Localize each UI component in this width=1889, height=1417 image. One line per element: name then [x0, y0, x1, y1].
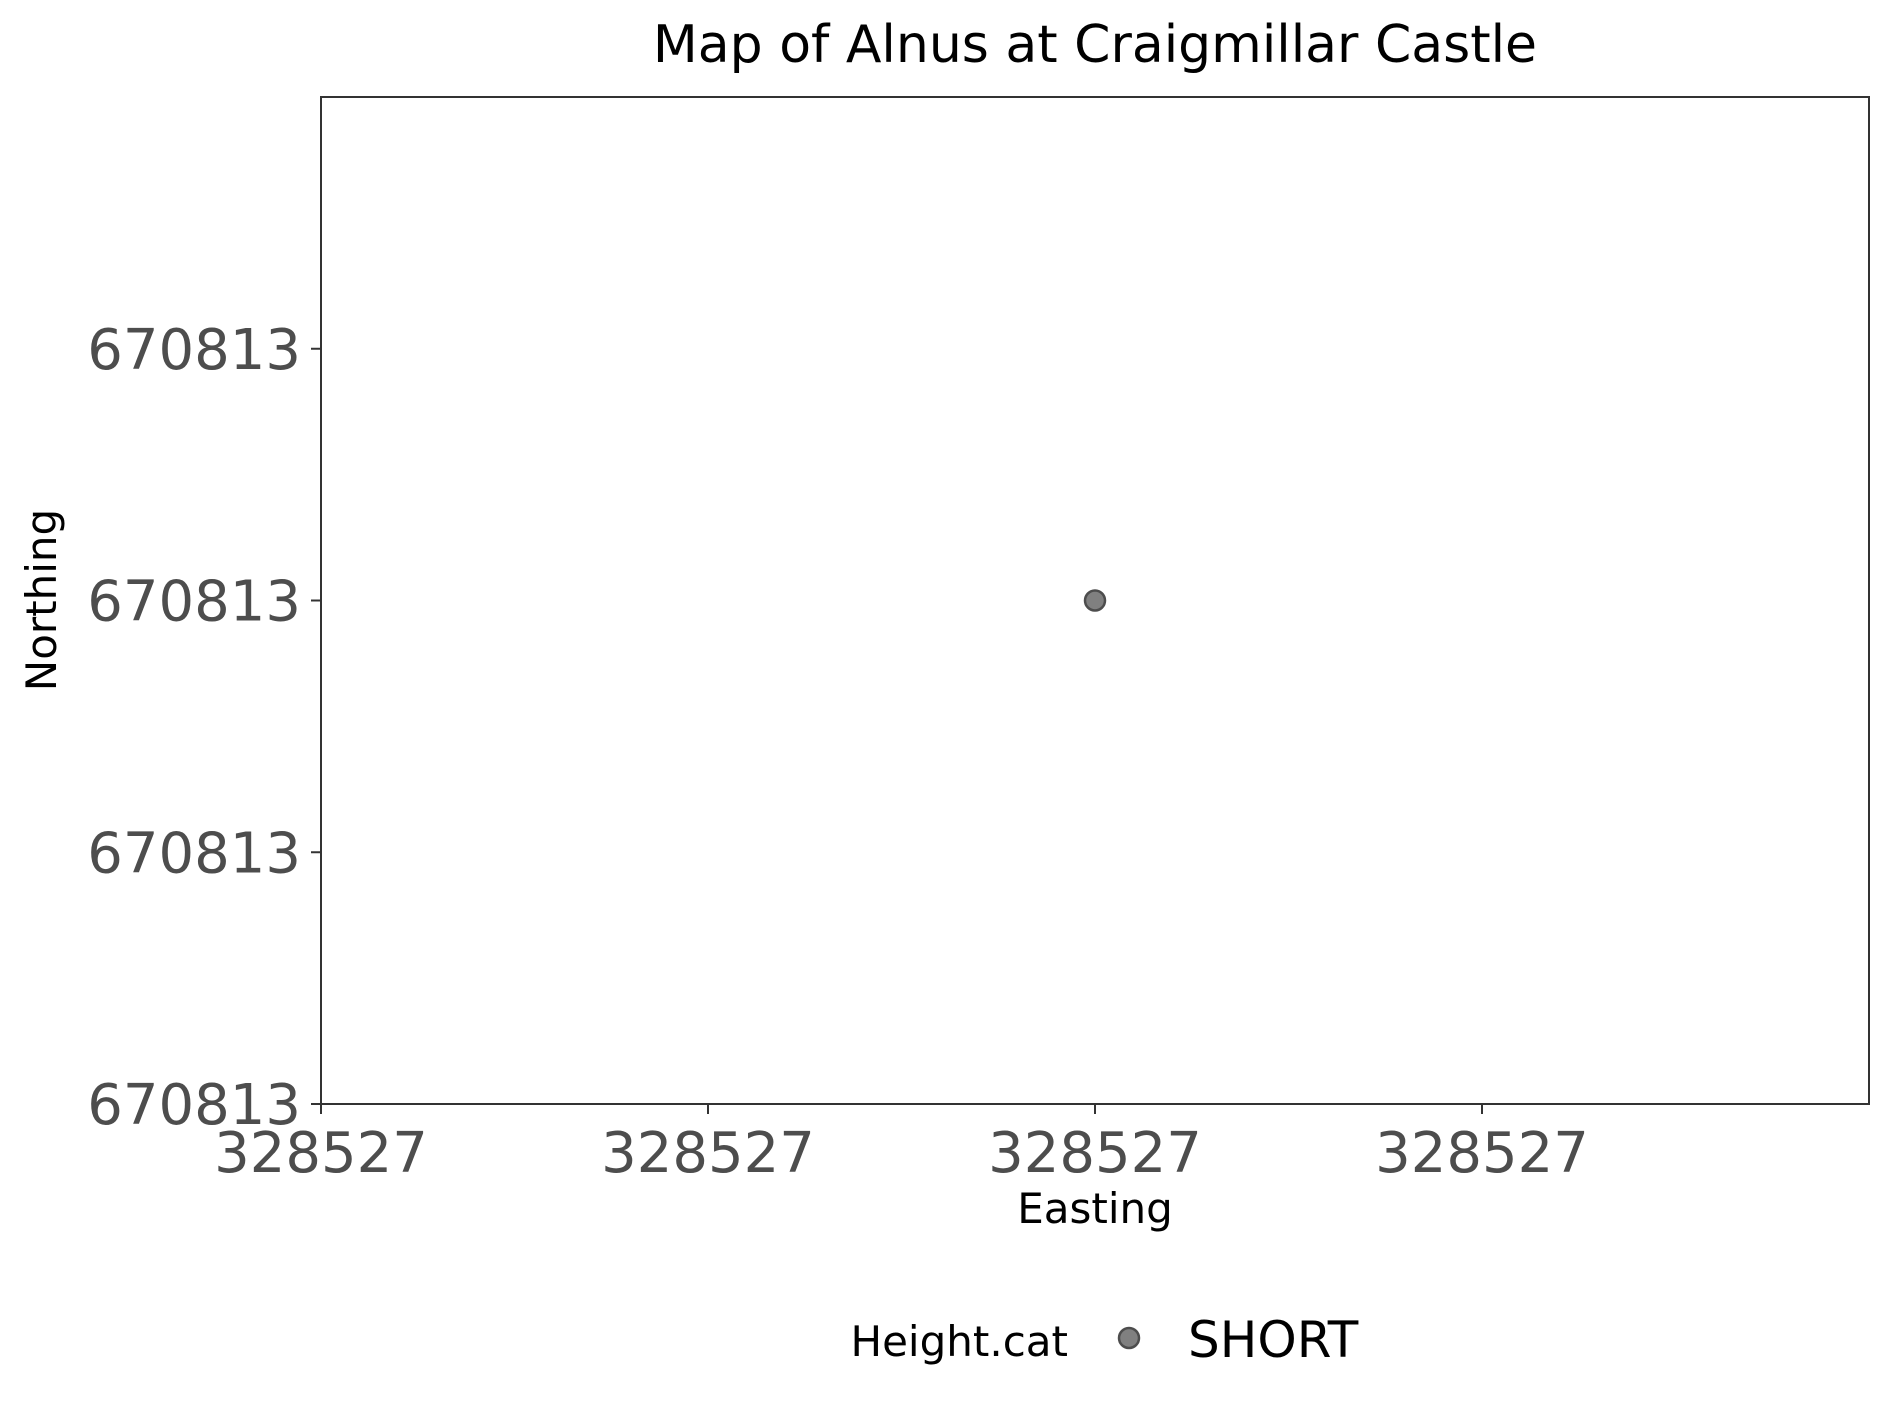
- legend: Height.cat SHORT: [851, 1311, 1359, 1369]
- x-tick-label: 328527: [988, 1121, 1202, 1186]
- y-axis-title: Northing: [17, 509, 66, 691]
- x-tick-label: 328527: [601, 1121, 815, 1186]
- legend-key-short: [1117, 1326, 1141, 1350]
- x-axis-ticks: 328527 328527 328527 328527: [214, 1104, 1589, 1186]
- legend-label-short: SHORT: [1188, 1311, 1359, 1369]
- x-tick-label: 328527: [1375, 1121, 1589, 1186]
- data-point: [1083, 589, 1107, 612]
- x-axis-title: Easting: [1017, 1184, 1173, 1233]
- y-tick-label: 670813: [87, 318, 301, 383]
- legend-title: Height.cat: [851, 1317, 1069, 1366]
- chart-title: Map of Alnus at Craigmillar Castle: [653, 15, 1537, 75]
- x-tick-label: 328527: [214, 1121, 428, 1186]
- y-tick-label: 670813: [87, 821, 301, 886]
- y-tick-label: 670813: [87, 1073, 301, 1138]
- y-axis-ticks: 670813 670813 670813 670813: [87, 318, 321, 1138]
- points-layer: [1083, 589, 1107, 612]
- y-tick-label: 670813: [87, 570, 301, 635]
